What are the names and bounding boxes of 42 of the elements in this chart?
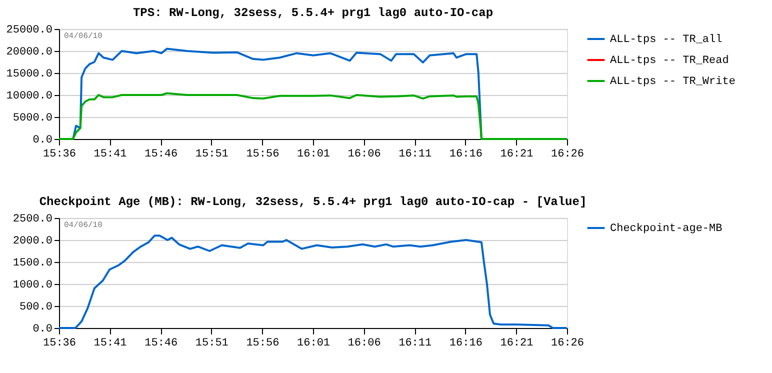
x-tick-label: 16:26 <box>550 338 584 350</box>
x-tick-label: 15:46 <box>144 148 178 160</box>
y-tick-label: 500.0 <box>19 302 52 314</box>
chart-title: Checkpoint Age (MB): RW-Long, 32sess, 5.5.4+ prg1 lag0 auto-IO-cap - [Value] <box>39 195 587 209</box>
x-tick-label: 15:36 <box>42 338 76 350</box>
chart-title: TPS: RW-Long, 32sess, 5.5.4+ prg1 lag0 auto-IO-cap <box>132 6 494 20</box>
y-tick-label: 5000.0 <box>12 112 52 124</box>
x-tick-label: 15:56 <box>246 338 280 350</box>
x-tick-label: 15:51 <box>195 338 229 350</box>
x-tick-label: 16:16 <box>449 148 482 160</box>
x-tick-label: 16:21 <box>500 338 534 350</box>
x-tick-label: 15:36 <box>42 148 76 160</box>
y-tick-label: 2000.0 <box>12 236 52 248</box>
x-tick-label: 15:51 <box>195 148 229 160</box>
x-tick-label: 16:26 <box>550 148 584 160</box>
legend-label: ALL-tps -- TR_Write <box>610 76 736 88</box>
annotation: 04/06/10 <box>64 221 103 230</box>
y-tick-label: 2500.0 <box>12 214 52 226</box>
y-tick-label: 20000.0 <box>6 46 52 58</box>
y-tick-label: 15000.0 <box>6 68 52 80</box>
y-tick-label: 0.0 <box>32 324 52 336</box>
annotation: 04/06/10 <box>64 32 103 41</box>
x-tick-label: 15:56 <box>246 148 280 160</box>
legend-label: ALL-tps -- TR_all <box>610 34 722 46</box>
x-tick-label: 15:41 <box>94 148 128 160</box>
x-tick-label: 16:21 <box>500 148 534 160</box>
x-tick-label: 15:46 <box>144 338 178 350</box>
y-tick-label: 25000.0 <box>6 24 52 36</box>
x-tick-label: 16:11 <box>398 148 432 160</box>
x-tick-label: 16:01 <box>297 338 330 350</box>
x-tick-label: 16:06 <box>348 148 381 160</box>
legend-label: ALL-tps -- TR_Read <box>610 55 729 67</box>
y-tick-label: 1500.0 <box>12 258 52 270</box>
x-tick-label: 15:41 <box>94 338 128 350</box>
legend-label: Checkpoint-age-MB <box>610 223 723 235</box>
x-tick-label: 16:01 <box>297 148 330 160</box>
y-tick-label: 0.0 <box>32 134 52 146</box>
y-tick-label: 1000.0 <box>12 280 52 292</box>
x-tick-label: 16:11 <box>398 338 432 350</box>
x-tick-label: 16:06 <box>348 338 381 350</box>
y-tick-label: 10000.0 <box>6 90 52 102</box>
x-tick-label: 16:16 <box>449 338 482 350</box>
